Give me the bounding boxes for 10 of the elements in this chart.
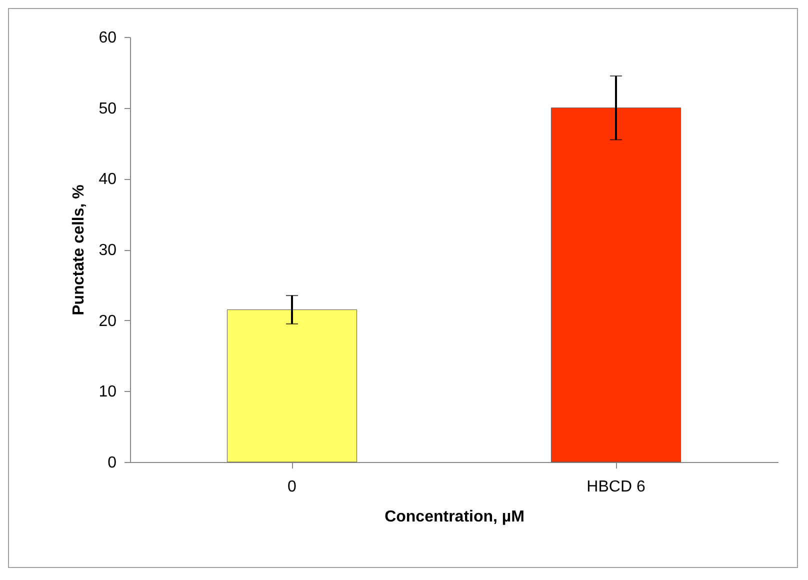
y-tick-label: 20	[98, 312, 117, 330]
y-tick-label: 30	[98, 242, 117, 259]
x-axis-title: Concentration, µM	[384, 508, 524, 526]
x-tick-label: HBCD 6	[586, 478, 646, 496]
y-tick-label: 0	[108, 454, 117, 472]
y-tick-label: 60	[98, 30, 117, 46]
y-tick-label: 50	[98, 100, 117, 118]
y-tick-label: 40	[98, 171, 117, 188]
y-axis-title: Punctate cells, %	[70, 184, 88, 316]
y-tick-label: 10	[98, 384, 117, 401]
